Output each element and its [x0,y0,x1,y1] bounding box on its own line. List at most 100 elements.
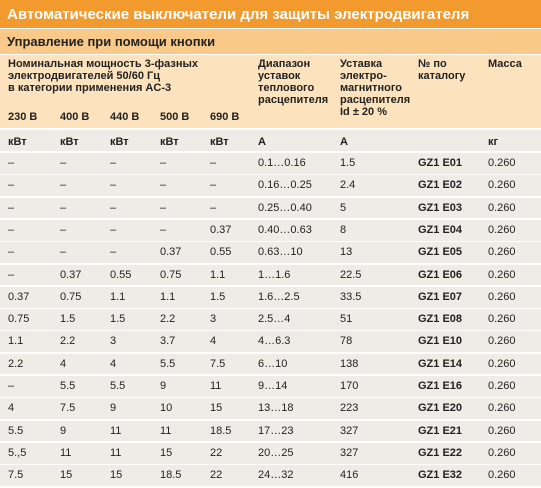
cell: 0.37 [60,268,82,281]
unit: А [258,136,266,148]
header-text: каталогу [418,70,466,82]
cell: – [8,179,15,192]
cell: 4 [210,335,217,348]
header-text: теплового [258,82,315,94]
cell: 6…10 [258,357,288,370]
cell: 13…18 [258,402,294,415]
cell: – [160,157,167,169]
cell: 13 [340,246,353,259]
header-text: Уставка [340,58,383,70]
cell: 11 [110,424,122,437]
cell: 1.6…2.5 [258,290,300,303]
cell: 138 [340,357,359,370]
header-text: в категории применения AC-3 [8,82,172,94]
cell: – [210,157,217,169]
cell: 3 [210,313,217,326]
cell: – [60,157,67,169]
cell: 9…14 [258,380,288,392]
cell: GZ1 E22 [418,446,463,459]
cell: 5.,5 [8,446,27,459]
cell: GZ1 E05 [418,246,463,259]
header-text: электродвигателей 50/60 Гц [8,70,161,82]
cell: – [110,246,117,259]
header-text: электро- [340,70,387,82]
subtitle-bar: Управление при помощи кнопки [0,29,541,54]
cell: 0.260 [488,201,516,214]
cell: 1…1.6 [258,268,291,281]
unit: кВт [110,136,129,148]
cell: 8 [340,223,347,236]
cell: – [8,380,15,392]
cell: – [60,201,67,214]
voltage: 440 В [110,111,140,123]
cell: 3.7 [160,335,176,348]
cell: 416 [340,469,359,482]
cell: 5 [340,201,347,214]
cell: 5.5 [8,424,24,437]
header-text: Id ± 20 % [340,106,387,118]
units-row [0,130,541,151]
cell: 9 [110,402,117,415]
cell: 1.1 [8,335,24,348]
cell: 2.2 [160,313,176,326]
header-text: расцепителя [340,94,411,106]
cell: – [8,223,15,236]
cell: 17…23 [258,424,294,437]
cell: – [60,179,67,192]
cell: 0.260 [488,268,516,281]
cell: 0.55 [210,246,232,259]
cell: 9 [160,380,167,392]
cell: 4…6.3 [258,335,291,348]
cell: 1.5 [340,157,356,169]
cell: GZ1 E20 [418,402,463,415]
cell: 327 [340,446,359,459]
cell: 1.1 [210,268,226,281]
cell: 24…32 [258,469,294,482]
table-row [0,376,541,397]
cell: – [60,223,67,236]
unit: кВт [8,136,27,148]
cell: 0.16…0.25 [258,179,312,192]
cell: 5.5 [110,380,126,392]
cell: 7.5 [8,469,24,482]
cell: – [110,201,117,214]
cell: GZ1 E16 [418,380,463,392]
table-row [0,175,541,197]
cell: 1.5 [110,313,126,326]
subtitle: Управление при помощи кнопки [7,34,216,49]
unit: А [340,136,348,148]
table-header [0,55,541,128]
title: Автоматические выключатели для защиты эл… [7,6,470,23]
table-row [0,331,541,353]
cell: 0.260 [488,223,516,236]
cell: 0.75 [160,268,182,281]
cell: 1.5 [210,290,226,303]
cell: – [60,246,67,259]
cell: 327 [340,424,359,437]
cell: – [160,201,167,214]
table-row [0,309,541,330]
cell: GZ1 E01 [418,157,463,169]
header-text: Диапазон [258,58,311,70]
cell: 22 [210,469,223,482]
cell: 5.5 [160,357,176,370]
cell: – [210,201,217,214]
header-text: уставок [258,70,301,82]
cell: GZ1 E02 [418,179,463,192]
cell: 15 [110,469,123,482]
cell: 0.75 [8,313,30,326]
table-row [0,442,541,464]
cell: 11 [110,446,122,459]
table-row [0,264,541,286]
table-row [0,153,541,174]
cell: GZ1 E10 [418,335,463,348]
cell: 18.5 [210,424,232,437]
cell: 7.5 [60,402,76,415]
cell: 170 [340,380,359,392]
cell: 0.260 [488,469,516,482]
header-text: магнитного [340,82,403,94]
cell: GZ1 E14 [418,357,463,370]
cell: 223 [340,402,359,415]
table-row [0,398,541,420]
cell: 0.55 [110,268,132,281]
